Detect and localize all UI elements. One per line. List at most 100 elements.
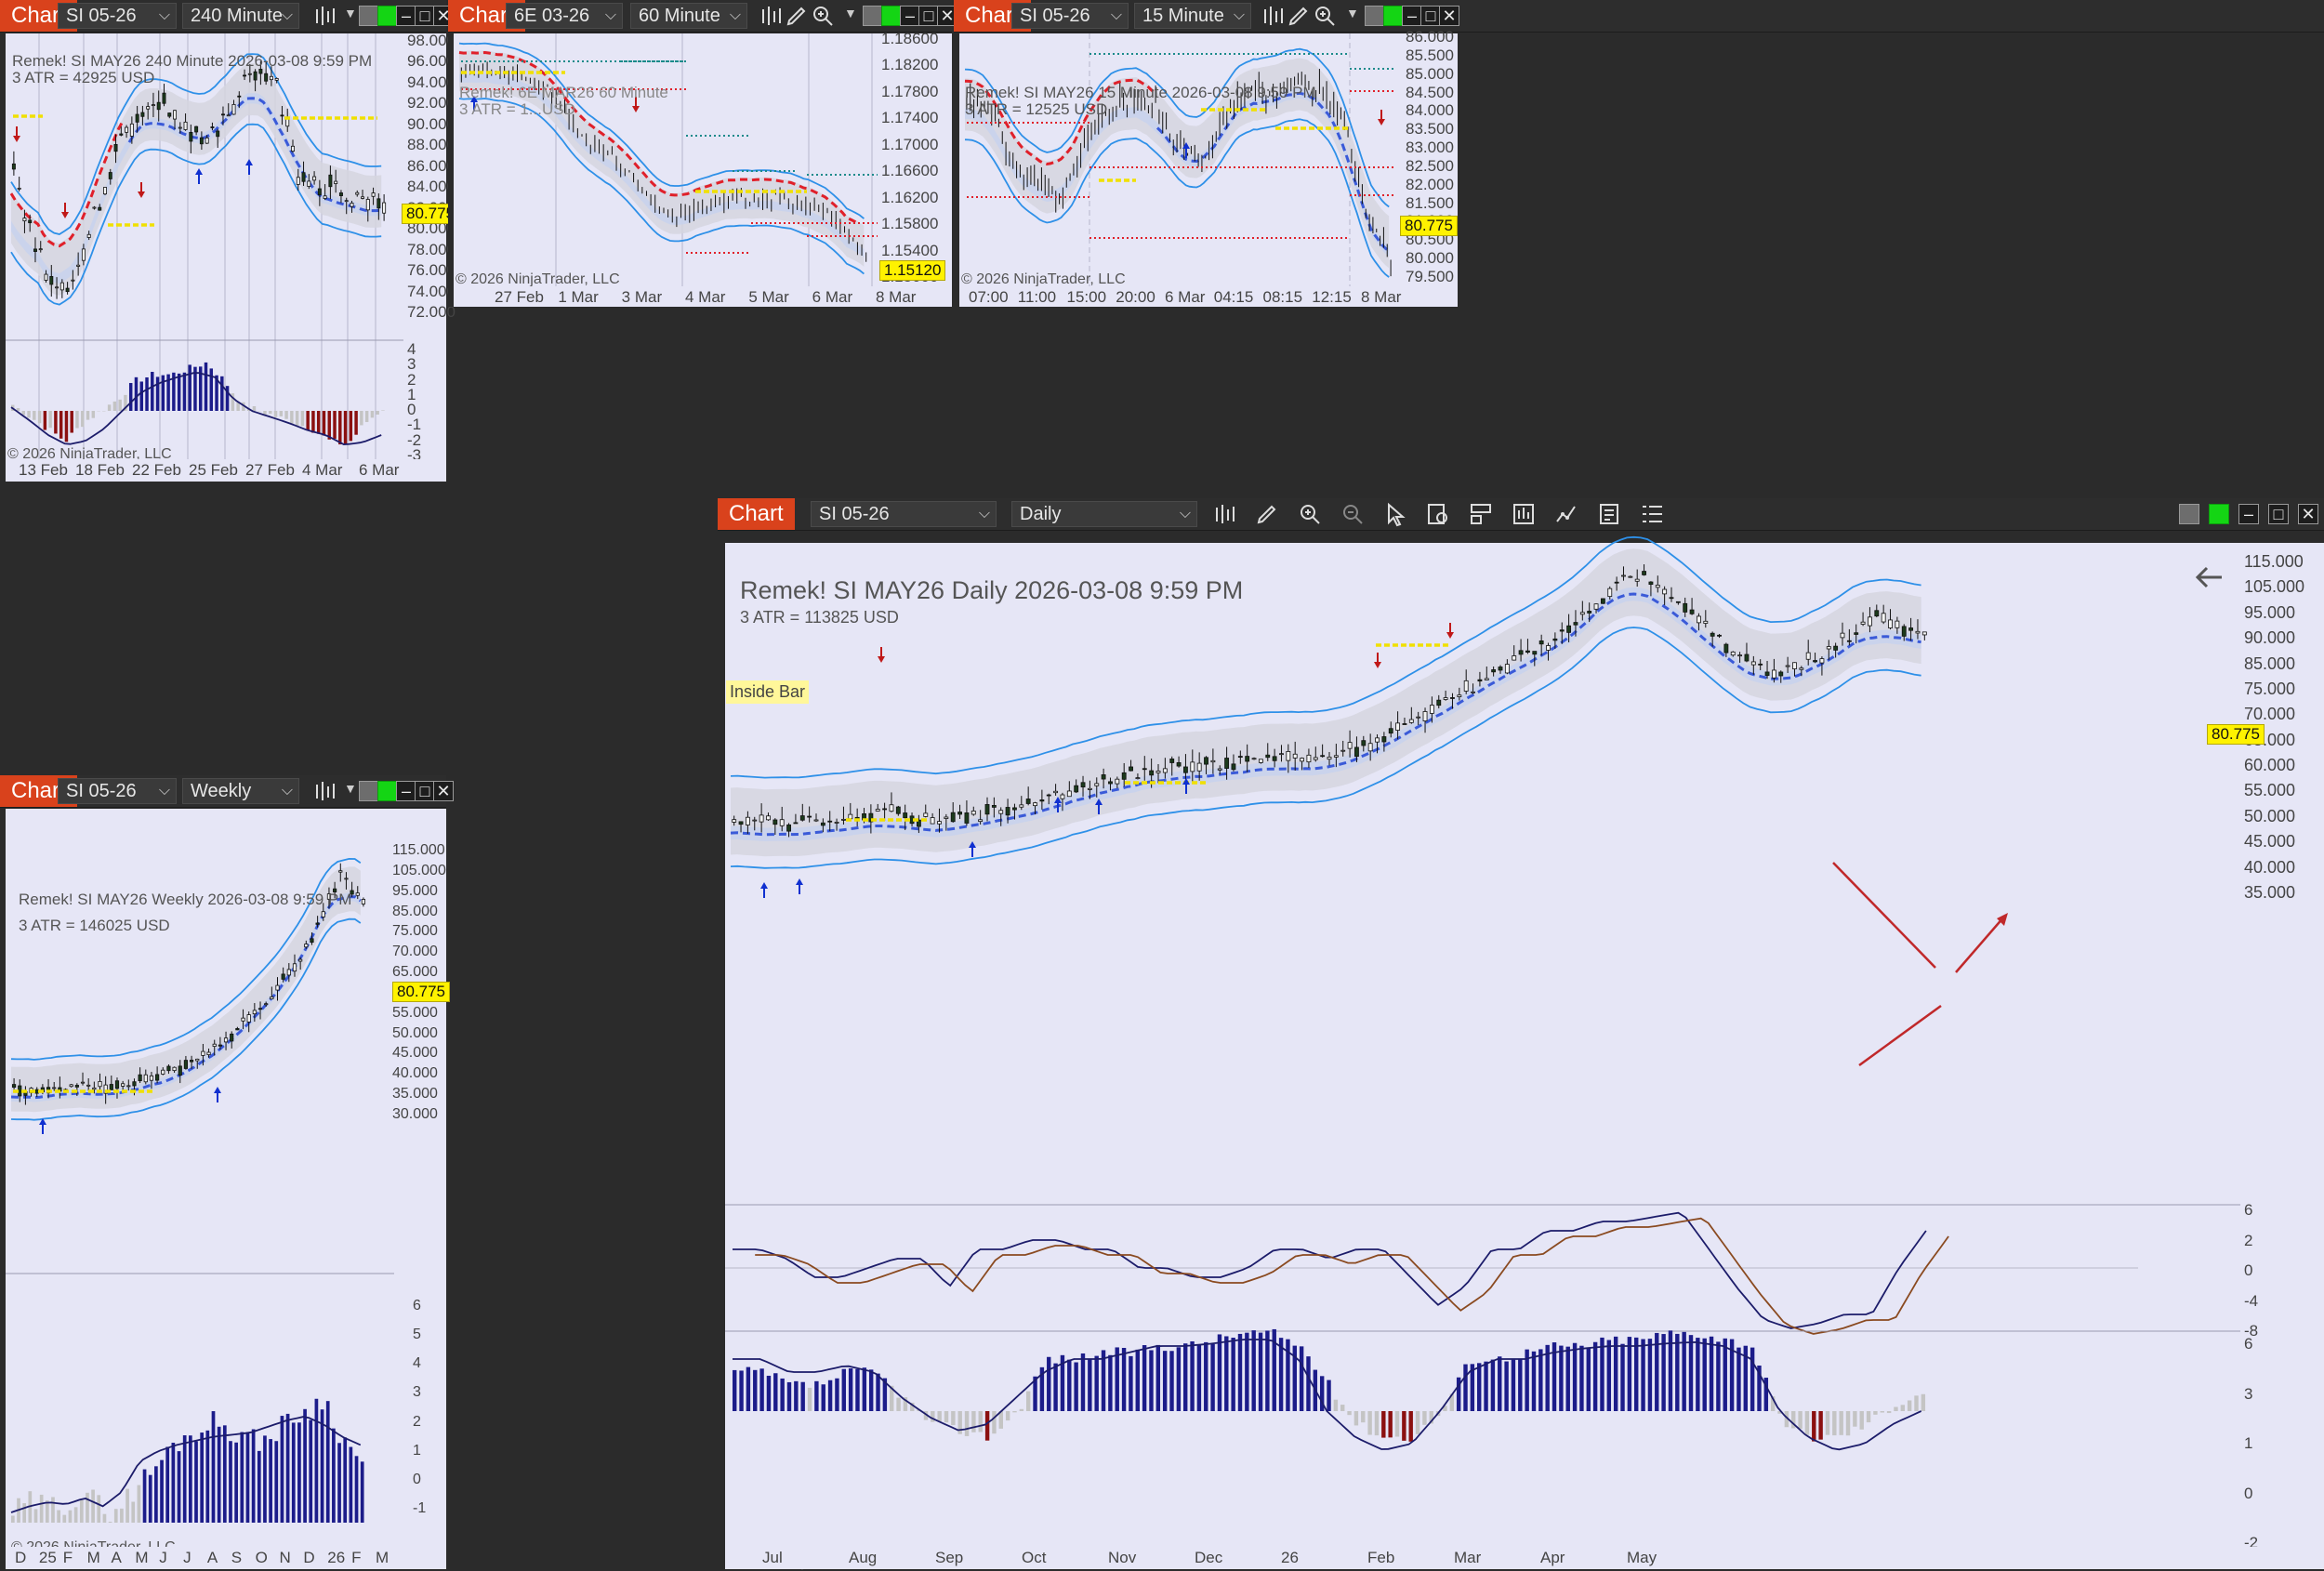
candle-body (780, 820, 784, 826)
zoom-in-icon[interactable] (1313, 4, 1337, 28)
link-color-icon[interactable] (2209, 504, 2229, 524)
candle-body (207, 1052, 210, 1055)
close-icon[interactable]: ✕ (1439, 6, 1459, 26)
histogram-bar (1491, 1360, 1495, 1411)
toolbar: Chart SI 05-26⌵ 240 Minute⌵ ▼ – □ ✕ (0, 0, 446, 33)
price-panel[interactable]: Remek! SI MAY26 15 Minute 2026-03-08 9:5… (959, 33, 1402, 286)
link-color-icon[interactable] (1383, 6, 1404, 26)
back-arrow-icon[interactable] (2194, 563, 2225, 591)
histogram-bar (286, 1414, 290, 1523)
list-icon[interactable] (1640, 502, 1664, 526)
zoom-in-icon[interactable] (811, 4, 835, 28)
maximize-icon[interactable]: □ (415, 6, 435, 26)
minimize-icon[interactable]: – (2238, 504, 2259, 524)
maximize-icon[interactable]: □ (1420, 6, 1441, 26)
dropdown-arrow-icon[interactable]: ▼ (1346, 6, 1359, 20)
minimize-icon[interactable]: – (396, 781, 416, 801)
candle-body (1293, 754, 1297, 758)
instrument-selector[interactable]: SI 05-26⌵ (58, 778, 177, 804)
histogram-bar (1183, 1343, 1187, 1411)
minimize-icon[interactable]: – (1402, 6, 1422, 26)
pencil-icon[interactable] (785, 4, 809, 28)
window-color-icon[interactable] (359, 6, 379, 26)
dropdown-arrow-icon[interactable]: ▼ (344, 781, 357, 796)
maximize-icon[interactable]: □ (918, 6, 939, 26)
close-icon[interactable]: ✕ (433, 781, 454, 801)
bar-type-icon[interactable] (1261, 4, 1285, 28)
pencil-icon[interactable] (1255, 502, 1279, 526)
price-panel[interactable]: Remek! SI MAY26 Weekly 2026-03-08 9:59 P… (6, 809, 394, 1547)
candle-body (221, 114, 224, 115)
histogram-bar (194, 1442, 198, 1523)
link-color-icon[interactable] (377, 6, 398, 26)
candle-body (66, 288, 69, 292)
price-tick-label: 95.000 (392, 883, 438, 900)
cursor-icon[interactable] (1383, 502, 1407, 526)
period-selector[interactable]: Daily⌵ (1011, 501, 1197, 527)
zoom-out-icon[interactable] (1340, 502, 1365, 526)
dropdown-arrow-icon[interactable]: ▼ (844, 6, 857, 20)
price-tick-label: 95.000 (2244, 603, 2295, 623)
zoom-in-icon[interactable] (1298, 502, 1322, 526)
window-color-icon[interactable] (359, 781, 379, 801)
pencil-icon[interactable] (1287, 4, 1311, 28)
indicators-icon[interactable] (1512, 502, 1536, 526)
window-color-icon[interactable] (2179, 504, 2199, 524)
instrument-selector[interactable]: SI 05-26⌵ (811, 501, 997, 527)
data-box-icon[interactable] (1469, 502, 1493, 526)
candle-body (339, 192, 342, 195)
period-selector[interactable]: 60 Minute⌵ (630, 3, 747, 29)
candle-body (1765, 672, 1769, 676)
price-panel[interactable]: Remek! SI MAY26 240 Minute 2026-03-08 9:… (6, 33, 403, 459)
histogram-bar (65, 411, 68, 442)
bar-type-icon[interactable] (759, 4, 783, 28)
instrument-selector[interactable]: 6E 03-26⌵ (506, 3, 623, 29)
period-selector[interactable]: Weekly⌵ (182, 778, 299, 804)
bar-type-icon[interactable] (312, 779, 337, 803)
instrument-selector[interactable]: SI 05-26⌵ (58, 3, 177, 29)
sell-arrow-icon (1378, 110, 1385, 125)
candle-body (243, 75, 245, 76)
dropdown-arrow-icon[interactable]: ▼ (344, 6, 357, 20)
histogram-bar (1334, 1400, 1338, 1411)
bar-type-icon[interactable] (1212, 502, 1236, 526)
period-selector[interactable]: 15 Minute⌵ (1134, 3, 1251, 29)
histogram-bar (328, 411, 331, 440)
price-tick-label: 40.000 (392, 1065, 438, 1082)
minimize-icon[interactable]: – (396, 6, 416, 26)
bar-type-icon[interactable] (312, 4, 337, 28)
histogram-bar (355, 1456, 359, 1523)
instrument-selector[interactable]: SI 05-26⌵ (1011, 3, 1129, 29)
link-color-icon[interactable] (881, 6, 902, 26)
chart-tab[interactable]: Chart (718, 498, 795, 530)
link-color-icon[interactable] (377, 781, 398, 801)
window-color-icon[interactable] (863, 6, 883, 26)
price-tick-label: 60.000 (2244, 756, 2295, 775)
strategies-icon[interactable] (1554, 502, 1578, 526)
time-tick-label: 18 Feb (75, 461, 125, 480)
maximize-icon[interactable]: □ (2268, 504, 2289, 524)
maximize-icon[interactable]: □ (415, 781, 435, 801)
arrow-head (1374, 662, 1381, 668)
histogram-bar (1826, 1411, 1829, 1435)
templates-icon[interactable] (1597, 502, 1621, 526)
window-color-icon[interactable] (1365, 6, 1385, 26)
histogram-bar (200, 1432, 204, 1523)
properties-icon[interactable] (1426, 502, 1450, 526)
price-panel[interactable]: Remek! SI MAY26 Daily 2026-03-08 9:59 PM… (725, 543, 2240, 1547)
price-panel[interactable]: Remek! 6E MAR26 60 Minute 3 ATR = 1...US… (454, 33, 878, 286)
close-icon[interactable]: ✕ (2298, 504, 2318, 524)
minimize-icon[interactable]: – (900, 6, 920, 26)
candle-body (305, 944, 308, 947)
period-selector[interactable]: 240 Minute⌵ (182, 3, 299, 29)
